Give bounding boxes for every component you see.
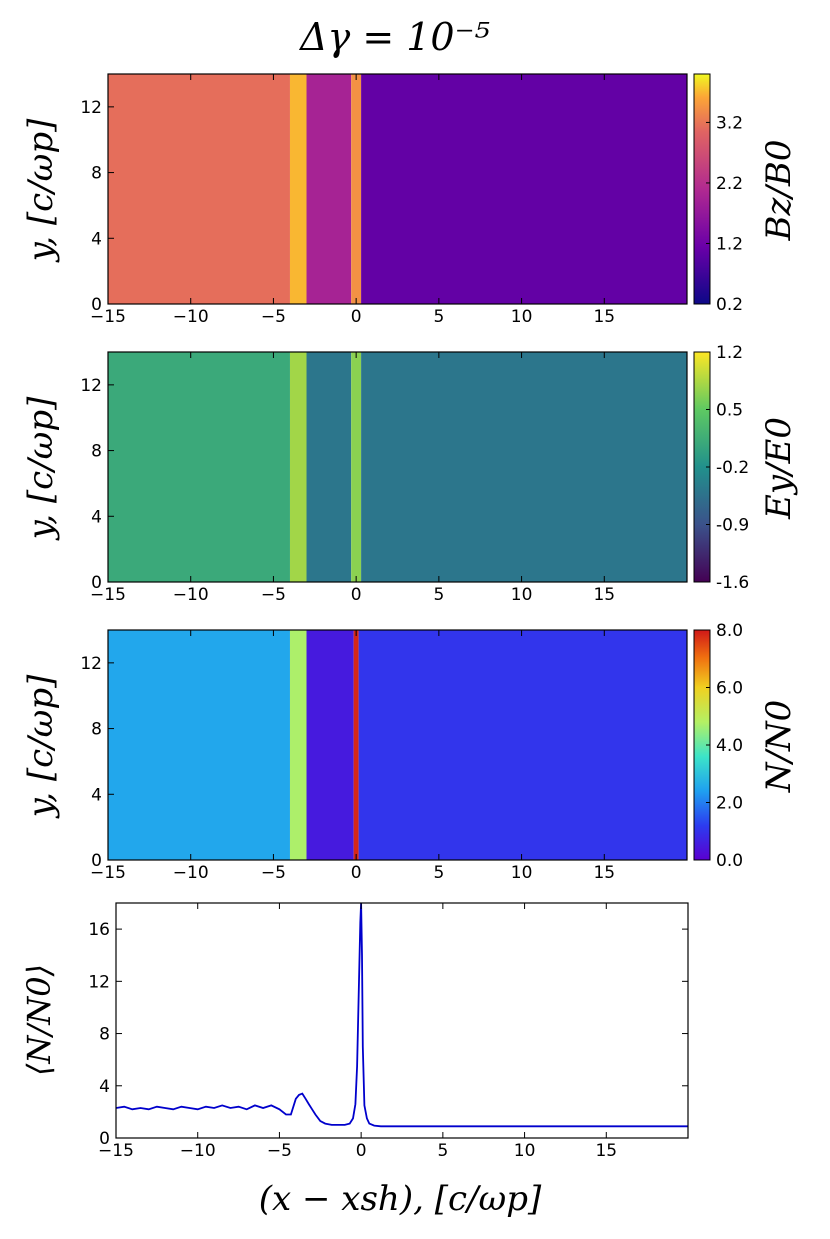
panel-c-frame [107,629,688,861]
panel-a-xtick-label: −5 [261,307,286,327]
panel-a-ytick-label: 0 [91,295,102,315]
panel-b-colorbar-tick-label: -1.6 [716,573,749,593]
panel-d-xtick-label: 5 [437,1141,448,1161]
panel-d-series-line [116,903,688,1128]
panel-d-ylabel: ⟨N/N0⟩ [20,964,58,1076]
panel-c-band [108,630,290,860]
panel-c-band [289,630,307,860]
panel-b-xtick-label: −10 [173,585,209,605]
panel-a-ylabel: y, [c/ωp] [21,118,61,264]
panel-d-lineplot: −15 −10 −5 0 5 10 15 0 4 8 12 16 [88,902,689,1161]
panel-b-band [289,352,307,582]
panel-d-ytick-label: 0 [99,1129,110,1149]
panel-a-xtick-label: 15 [593,307,615,327]
panel-a-xtick-label: 5 [433,307,444,327]
panel-b-colorbar-tick-label: 0.5 [716,401,743,421]
panel-a-colorbar [693,73,711,305]
panel-d-background [116,903,688,1138]
panel-d-ytick-label: 4 [99,1077,110,1097]
panel-c-colorbar-tick-label: 0.0 [716,851,743,871]
panel-c-xtick-label: 10 [511,863,533,883]
panel-c-xtick-label: 5 [433,863,444,883]
panel-c-ylabel: y, [c/ωp] [21,674,61,820]
panel-a-band [361,74,687,304]
panel-a-band [351,74,362,304]
panel-c-ytick-label: 0 [91,851,102,871]
panel-c-xtick-label: 15 [593,863,615,883]
panel-a-colorbar-tick-label: 3.2 [716,113,743,133]
figure-title: Δγ = 10⁻⁵ [298,15,490,59]
panel-a-ytick-label: 4 [91,229,102,249]
panel-c-colorbar-tick-label: 4.0 [716,736,743,756]
panel-a-colorbar-tick-label: 1.2 [716,234,743,254]
panel-c-colorbar-tick-label: 8.0 [716,621,743,641]
panel-b-xtick-label: −15 [90,585,126,605]
panel-b-band [306,352,352,582]
panel-c-band [353,630,359,860]
panel-a-band [306,74,352,304]
panel-b-band [108,352,290,582]
panel-d-xtick-label: −5 [267,1141,292,1161]
panel-b-ytick-label: 12 [80,376,102,396]
panel-b-ytick-label: 8 [91,442,102,462]
panel-b-xtick-label: −5 [261,585,286,605]
panel-b-band [361,352,687,582]
panel-a-colorbar-tick-label: 0.2 [716,295,743,315]
panel-c-colorbar-tick-label: 6.0 [716,679,743,699]
panel-b-colorbar-label: Ey/E0 [759,417,799,520]
panel-c-ytick-label: 12 [80,654,102,674]
panel-a-band [289,74,307,304]
panel-d-xtick-label: −15 [98,1141,134,1161]
panel-b-frame [107,351,688,583]
panel-c-ytick-label: 8 [91,720,102,740]
panel-c-xtick-label: −15 [90,863,126,883]
panel-b-heatmap: −15 −10 −5 0 5 10 15 0 4 8 12 1.2 0.5 -0.2 -0.9 -1.6 [80,343,749,605]
panel-b-band [351,352,362,582]
panel-d-xlabel: (x − xsh), [c/ωp] [259,1179,542,1219]
panel-b-xtick-label: 15 [593,585,615,605]
panel-a-xtick-label: 10 [511,307,533,327]
panel-d-xtick-label: 0 [356,1141,367,1161]
panel-d-xtick-label: −10 [180,1141,216,1161]
panel-a-band [108,74,290,304]
panel-c-colorbar-label: N/N0 [759,700,799,794]
panel-a-ytick-label: 8 [91,164,102,184]
panel-c-band [358,630,687,860]
panel-a-xtick-label: −10 [173,307,209,327]
panel-b-colorbar-tick-label: 1.2 [716,343,743,363]
panel-c-ytick-label: 4 [91,785,102,805]
panel-d-ytick-label: 12 [88,972,110,992]
panel-b-ytick-label: 4 [91,507,102,527]
panel-b-ylabel: y, [c/ωp] [21,396,61,542]
panel-d-frame [115,902,689,1139]
panel-d-xtick-label: 15 [595,1141,617,1161]
panel-b-colorbar-tick-label: -0.9 [716,516,749,536]
panel-c-xtick-label: −5 [261,863,286,883]
panel-c-xtick-label: 0 [351,863,362,883]
panel-d-ytick-label: 16 [88,920,110,940]
panel-a-frame [107,73,688,305]
panel-a-xtick-label: 0 [351,307,362,327]
panel-c-band [306,630,354,860]
panel-d-ytick-label: 8 [99,1025,110,1045]
panel-c-colorbar-tick-label: 2.0 [716,794,743,814]
panel-b-xtick-label: 5 [433,585,444,605]
panel-b-colorbar-tick-label: -0.2 [716,458,749,478]
panel-c-xtick-label: −10 [173,863,209,883]
panel-b-xtick-label: 0 [351,585,362,605]
panel-c-heatmap: −15 −10 −5 0 5 10 15 0 4 8 12 8.0 6.0 4.0 2.0 0.0 [80,621,743,883]
panel-a-ytick-label: 12 [80,98,102,118]
panel-a-heatmap: −15 −10 −5 0 5 10 15 0 4 8 12 3.2 2.2 1.2 0.2 [80,73,743,327]
panel-b-xtick-label: 10 [511,585,533,605]
panel-b-ytick-label: 0 [91,573,102,593]
panel-d-xtick-label: 10 [514,1141,536,1161]
panel-a-colorbar-label: Bz/B0 [759,140,799,242]
panel-a-colorbar-tick-label: 2.2 [716,174,743,194]
panel-a-xtick-label: −15 [90,307,126,327]
